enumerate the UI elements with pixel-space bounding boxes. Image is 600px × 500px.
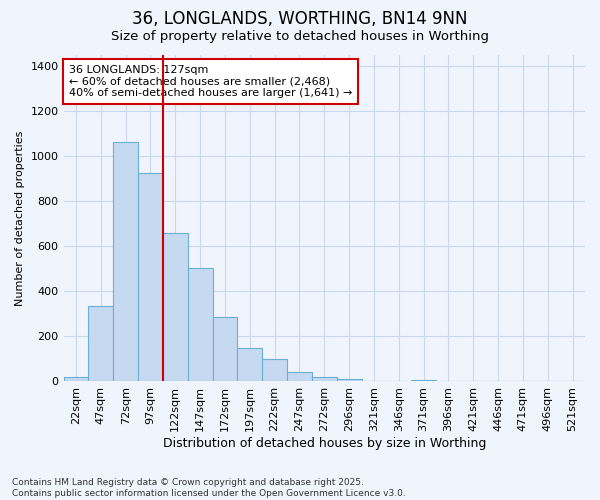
Bar [64, 378, 88, 382]
Bar [113, 142, 138, 382]
Text: 36 LONGLANDS: 127sqm
← 60% of detached houses are smaller (2,468)
40% of semi-de: 36 LONGLANDS: 127sqm ← 60% of detached h… [69, 65, 352, 98]
Bar [138, 173, 163, 382]
Bar [312, 376, 337, 382]
Bar [88, 306, 113, 382]
Text: Contains HM Land Registry data © Crown copyright and database right 2025.
Contai: Contains HM Land Registry data © Crown c… [12, 478, 406, 498]
Bar [238, 348, 262, 382]
Text: 36, LONGLANDS, WORTHING, BN14 9NN: 36, LONGLANDS, WORTHING, BN14 9NN [132, 10, 468, 28]
Bar [163, 233, 188, 382]
Bar [262, 359, 287, 382]
Y-axis label: Number of detached properties: Number of detached properties [15, 130, 25, 306]
Bar [287, 372, 312, 382]
Bar [212, 318, 238, 382]
Bar [411, 380, 436, 382]
Bar [188, 268, 212, 382]
X-axis label: Distribution of detached houses by size in Worthing: Distribution of detached houses by size … [163, 437, 486, 450]
Bar [337, 379, 362, 382]
Text: Size of property relative to detached houses in Worthing: Size of property relative to detached ho… [111, 30, 489, 43]
